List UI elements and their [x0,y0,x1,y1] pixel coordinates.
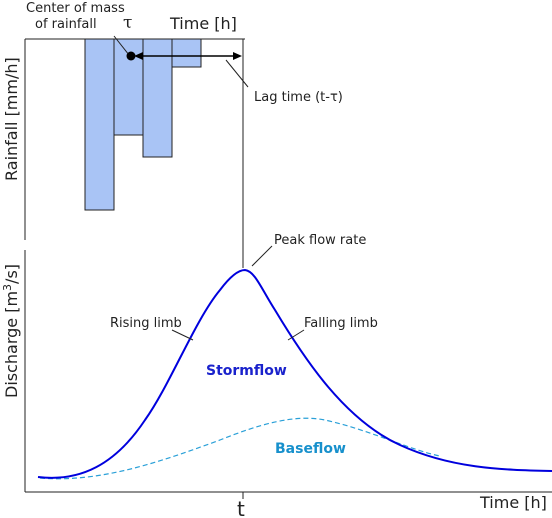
discharge-y-label: Discharge [m3/s] [1,264,21,398]
center-mass-pointer [113,35,130,56]
lag-time-label: Lag time (t-τ) [254,90,343,105]
discharge-x-label: Time [h] [479,493,547,512]
stormflow-label: Stormflow [206,363,287,379]
rain-bar-1 [84,38,115,211]
tau-label: τ [123,13,132,33]
center-mass-label-line2: of rainfall [35,17,97,32]
falling-limb-label: Falling limb [304,316,378,331]
falling-pointer [287,329,305,341]
rising-pointer [171,329,194,341]
lag-arrow-head-right [233,52,242,60]
lag-label-pointer [225,59,249,88]
time-t-tick-label: t [237,497,245,518]
hydrograph-curve [37,268,552,479]
rain-bar-3 [142,38,173,158]
peak-pointer [251,245,273,267]
rain-bar-4 [171,38,202,68]
lag-arrow-head-left [134,52,143,60]
peak-flow-label: Peak flow rate [274,233,366,248]
rainfall-bars [84,38,202,211]
rising-limb-label: Rising limb [110,316,182,331]
rainfall-y-label: Rainfall [mm/h] [2,57,21,181]
baseflow-label: Baseflow [275,441,346,457]
center-mass-dot [126,51,136,61]
rainfall-x-label: Time [h] [169,14,237,33]
baseflow-curve [39,417,441,480]
center-mass-label-line1: Center of mass [26,1,125,16]
